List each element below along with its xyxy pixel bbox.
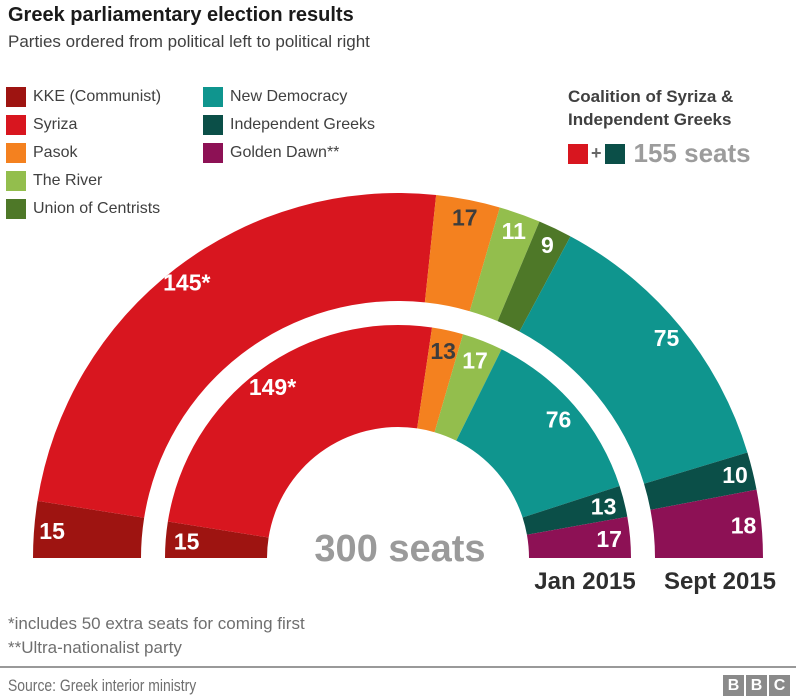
segment-value-sept-2015-kke-communist: 15 bbox=[39, 518, 65, 544]
footnotes: *includes 50 extra seats for coming firs… bbox=[8, 612, 305, 660]
legend-label-kke: KKE (Communist) bbox=[33, 88, 162, 105]
legend-label-the-river: The River bbox=[33, 172, 103, 189]
segment-value-sept-2015-the-river: 11 bbox=[502, 218, 527, 244]
legend-item-pasok: Pasok bbox=[6, 143, 161, 163]
legend-item-union-of-centrists: Union of Centrists bbox=[6, 199, 161, 219]
segment-value-sept-2015-union-of-centrists: 9 bbox=[541, 232, 554, 258]
legend-item-new-democracy: New Democracy bbox=[203, 87, 375, 107]
segment-value-jan-2015-the-river: 17 bbox=[462, 348, 488, 374]
bbc-logo-block-2: B bbox=[746, 675, 767, 696]
coalition-swatch-independent-greeks bbox=[604, 143, 625, 164]
segment-jan-2015-kke-communist bbox=[165, 521, 269, 558]
footnote-extra-seats: *includes 50 extra seats for coming firs… bbox=[8, 614, 305, 633]
legend-item-kke: KKE (Communist) bbox=[6, 87, 161, 107]
segment-jan-2015-golden-dawn bbox=[526, 516, 631, 558]
coalition-seats-row: + 155 seats bbox=[568, 138, 751, 169]
segment-sept-2015-union-of-centrists bbox=[497, 221, 571, 332]
segment-jan-2015-pasok bbox=[417, 327, 463, 433]
legend-swatch-golden-dawn bbox=[203, 143, 223, 163]
segment-value-jan-2015-kke-communist: 15 bbox=[174, 528, 200, 554]
coalition-swatch-syriza bbox=[568, 143, 588, 164]
segment-value-jan-2015-independent-greeks: 13 bbox=[591, 493, 617, 519]
segment-value-jan-2015-golden-dawn: 17 bbox=[596, 526, 622, 552]
segment-jan-2015-independent-greeks bbox=[522, 486, 628, 535]
segment-value-sept-2015-pasok: 17 bbox=[452, 205, 478, 231]
legend-label-syriza: Syriza bbox=[33, 116, 78, 133]
legend-item-golden-dawn: Golden Dawn** bbox=[203, 143, 375, 163]
coalition-seats-value: 155 seats bbox=[633, 138, 751, 168]
total-seats-label: 300 seats bbox=[314, 528, 485, 570]
legend-label-pasok: Pasok bbox=[33, 144, 78, 161]
legend-label-union-of-centrists: Union of Centrists bbox=[33, 200, 161, 217]
page-subtitle: Parties ordered from political left to p… bbox=[8, 32, 370, 51]
coalition-callout: Coalition of Syriza & Independent Greeks… bbox=[568, 85, 751, 169]
axis-label-jan-2015: Jan 2015 bbox=[534, 568, 636, 595]
legend-item-syriza: Syriza bbox=[6, 115, 161, 135]
legend-swatch-new-democracy bbox=[203, 87, 223, 107]
legend-column-left: KKE (Communist) Syriza Pasok The River U… bbox=[6, 87, 161, 227]
segment-sept-2015-syriza bbox=[37, 193, 437, 518]
coalition-heading-line1: Coalition of Syriza & bbox=[568, 87, 734, 106]
legend-swatch-pasok bbox=[6, 143, 26, 163]
page-title: Greek parliamentary election results bbox=[8, 4, 354, 26]
legend-item-the-river: The River bbox=[6, 171, 161, 191]
segment-value-jan-2015-pasok: 13 bbox=[430, 338, 456, 364]
legend-swatch-independent-greeks bbox=[203, 115, 223, 135]
bbc-logo-block-3: C bbox=[769, 675, 790, 696]
segment-sept-2015-golden-dawn bbox=[650, 489, 763, 558]
footnote-ultra-nationalist: **Ultra-nationalist party bbox=[8, 638, 182, 657]
segment-value-sept-2015-independent-greeks: 10 bbox=[722, 462, 748, 488]
segment-value-sept-2015-new-democracy: 75 bbox=[654, 325, 680, 351]
segment-value-sept-2015-golden-dawn: 18 bbox=[731, 512, 757, 538]
plus-sign: + bbox=[591, 143, 602, 163]
coalition-heading-line2: Independent Greeks bbox=[568, 110, 732, 129]
legend-label-independent-greeks: Independent Greeks bbox=[230, 116, 375, 133]
legend-item-independent-greeks: Independent Greeks bbox=[203, 115, 375, 135]
segment-value-jan-2015-syriza: 149* bbox=[249, 374, 296, 400]
segment-sept-2015-the-river bbox=[469, 207, 540, 322]
segment-value-sept-2015-syriza: 145* bbox=[163, 270, 210, 296]
segment-sept-2015-pasok bbox=[424, 195, 500, 312]
bbc-logo-block-1: B bbox=[723, 675, 744, 696]
legend-swatch-the-river bbox=[6, 171, 26, 191]
segment-jan-2015-syriza bbox=[167, 325, 433, 538]
legend-swatch-kke bbox=[6, 87, 26, 107]
axis-label-sept-2015: Sept 2015 bbox=[663, 568, 777, 595]
legend-swatch-union-of-centrists bbox=[6, 199, 26, 219]
legend-label-golden-dawn: Golden Dawn** bbox=[230, 144, 340, 161]
legend-label-new-democracy: New Democracy bbox=[230, 88, 348, 105]
segment-sept-2015-independent-greeks bbox=[644, 452, 757, 510]
segment-sept-2015-kke-communist bbox=[32, 500, 145, 558]
bbc-logo: B B C bbox=[723, 675, 790, 696]
segment-jan-2015-new-democracy bbox=[456, 349, 620, 518]
segment-jan-2015-the-river bbox=[434, 334, 502, 441]
legend-column-right: New Democracy Independent Greeks Golden … bbox=[203, 87, 375, 171]
segment-sept-2015-new-democracy bbox=[519, 236, 748, 484]
footer-divider bbox=[0, 666, 796, 668]
source-text: Source: Greek interior ministry bbox=[8, 676, 197, 695]
segment-value-jan-2015-new-democracy: 76 bbox=[546, 407, 572, 433]
legend-swatch-syriza bbox=[6, 115, 26, 135]
